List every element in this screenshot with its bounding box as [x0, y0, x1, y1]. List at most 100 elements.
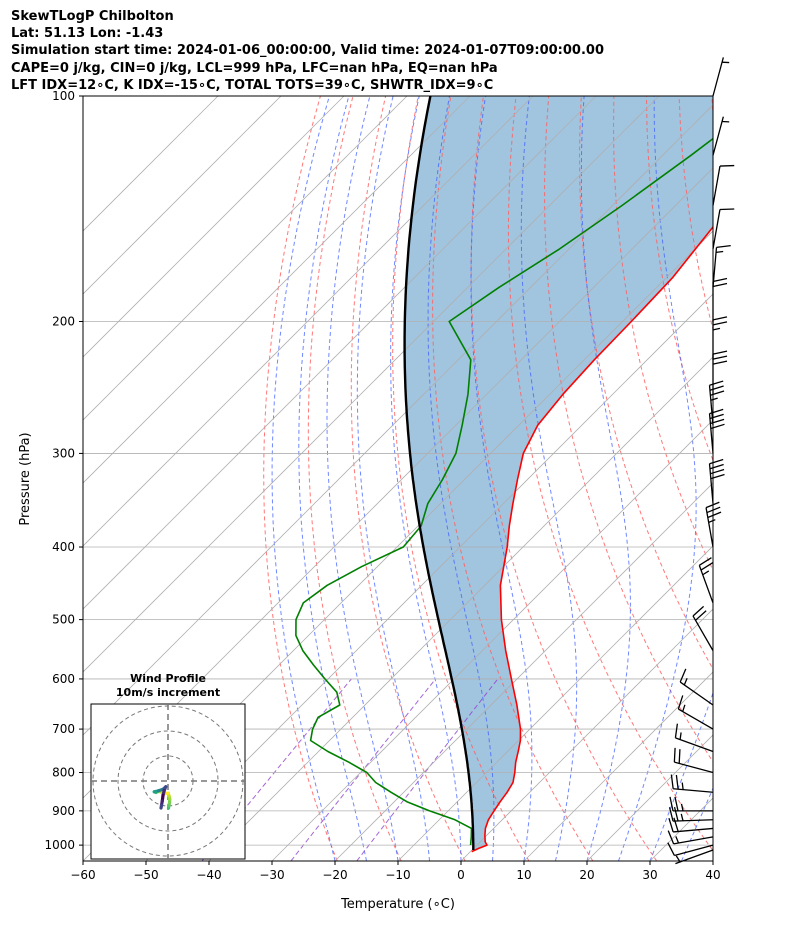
barb-staff — [675, 737, 714, 753]
moist-adiabat — [649, 691, 713, 861]
barb-staff — [673, 819, 714, 822]
barb-full — [678, 749, 681, 764]
barb-staff — [674, 761, 714, 774]
isotherm-0 — [460, 608, 713, 861]
wind-barb — [712, 350, 728, 395]
wind-barb — [667, 842, 714, 857]
isotherm--130 — [83, 96, 408, 421]
time-line: Simulation start time: 2024-01-06_00:00:… — [11, 43, 604, 59]
isotherm--50 — [145, 293, 713, 861]
barb-full — [673, 747, 676, 763]
barb-staff — [712, 165, 721, 206]
barb-half — [712, 327, 721, 331]
barb-staff — [673, 827, 714, 833]
barb-full — [674, 796, 679, 811]
y-tick-label: 100 — [52, 89, 75, 103]
barb-full — [692, 605, 705, 617]
dry-adiabat — [711, 96, 713, 121]
wind-barb — [712, 57, 730, 97]
x-tick-label: −30 — [259, 868, 284, 882]
wind-barb — [668, 806, 714, 822]
wind-barb — [708, 458, 725, 504]
hodograph-ring — [117, 730, 219, 832]
moist-adiabat — [580, 96, 631, 861]
isotherm--10 — [397, 545, 713, 861]
barb-staff — [705, 507, 714, 548]
moist-adiabat — [427, 96, 495, 861]
barb-half — [715, 250, 724, 254]
x-tick-label: −10 — [385, 868, 410, 882]
barb-half — [679, 732, 682, 740]
wind-barb — [712, 164, 735, 206]
chart-header: SkewTLogP Chilbolton Lat: 51.13 Lon: -1.… — [11, 8, 791, 94]
barb-full — [668, 807, 674, 822]
x-tick-label: −40 — [196, 868, 221, 882]
barb-full — [673, 806, 679, 822]
barb-half — [708, 519, 716, 524]
wind-barb — [667, 830, 714, 845]
barb-half — [681, 782, 684, 790]
wind-barb — [674, 723, 714, 753]
isotherm--120 — [83, 96, 471, 484]
isotherm--150 — [83, 96, 282, 295]
dry-adiabat — [350, 96, 466, 861]
isotherm--110 — [83, 96, 534, 547]
moist-adiabat — [390, 96, 462, 861]
location-line: Lat: 51.13 Lon: -1.43 — [11, 26, 164, 42]
wind-barb — [692, 605, 714, 651]
barb-staff — [712, 209, 721, 250]
barb-full — [709, 385, 724, 391]
barb-full — [669, 796, 674, 811]
hodograph-segment — [159, 803, 164, 810]
moist-adiabat — [712, 859, 713, 861]
barb-staff — [674, 844, 714, 857]
isotherm--80 — [83, 104, 713, 736]
isotherm--100 — [83, 96, 597, 610]
moist-adiabat — [618, 96, 697, 861]
y-tick-label: 800 — [52, 766, 75, 780]
barb-full — [712, 355, 728, 360]
barb-full — [673, 817, 679, 832]
y-tick-label: 1000 — [44, 838, 75, 852]
barb-staff — [675, 849, 714, 865]
wind-barb — [712, 116, 730, 156]
barb-full — [709, 458, 724, 465]
dry-adiabat — [744, 96, 794, 861]
barb-staff — [712, 116, 724, 156]
index-line: LFT IDX=12∘C, K IDX=-15∘C, TOTAL TOTS=39… — [11, 77, 494, 93]
barb-full — [674, 723, 679, 738]
dry-adiabat — [263, 96, 338, 861]
dry-adiabat — [432, 96, 594, 861]
y-tick-label: 200 — [52, 315, 75, 329]
y-tick-label: 900 — [52, 804, 75, 818]
x-tick-label: 20 — [579, 868, 594, 882]
barb-half — [683, 678, 688, 686]
moist-adiabat — [520, 96, 578, 861]
moist-adiabat — [681, 787, 713, 861]
moist-adiabat — [326, 96, 399, 861]
x-tick-label: −60 — [70, 868, 95, 882]
y-tick-label: 300 — [52, 446, 75, 460]
barb-half — [702, 570, 710, 576]
dry-adiabat — [777, 96, 794, 861]
barb-staff — [708, 463, 714, 504]
isotherm--40 — [208, 356, 713, 861]
barb-full — [698, 557, 712, 566]
barb-full — [706, 506, 721, 514]
isotherm--140 — [83, 96, 345, 358]
y-tick-label: 500 — [52, 613, 75, 627]
barb-full — [719, 208, 735, 211]
wind-barb — [712, 277, 728, 322]
barb-staff — [678, 708, 714, 730]
barb-full — [710, 468, 725, 475]
stability-line: CAPE=0 j/kg, CIN=0 j/kg, LCL=999 hPa, LF… — [11, 60, 498, 76]
barb-full — [679, 668, 687, 683]
barb-full — [709, 380, 724, 386]
moist-adiabat — [298, 96, 367, 861]
barb-full — [716, 244, 731, 249]
dry-adiabat — [646, 96, 713, 462]
inset-subtitle: 10m/s increment — [116, 686, 220, 699]
isotherm--90 — [83, 96, 660, 673]
y-tick-label: 400 — [52, 540, 75, 554]
mixing-ratio-line — [290, 678, 436, 861]
